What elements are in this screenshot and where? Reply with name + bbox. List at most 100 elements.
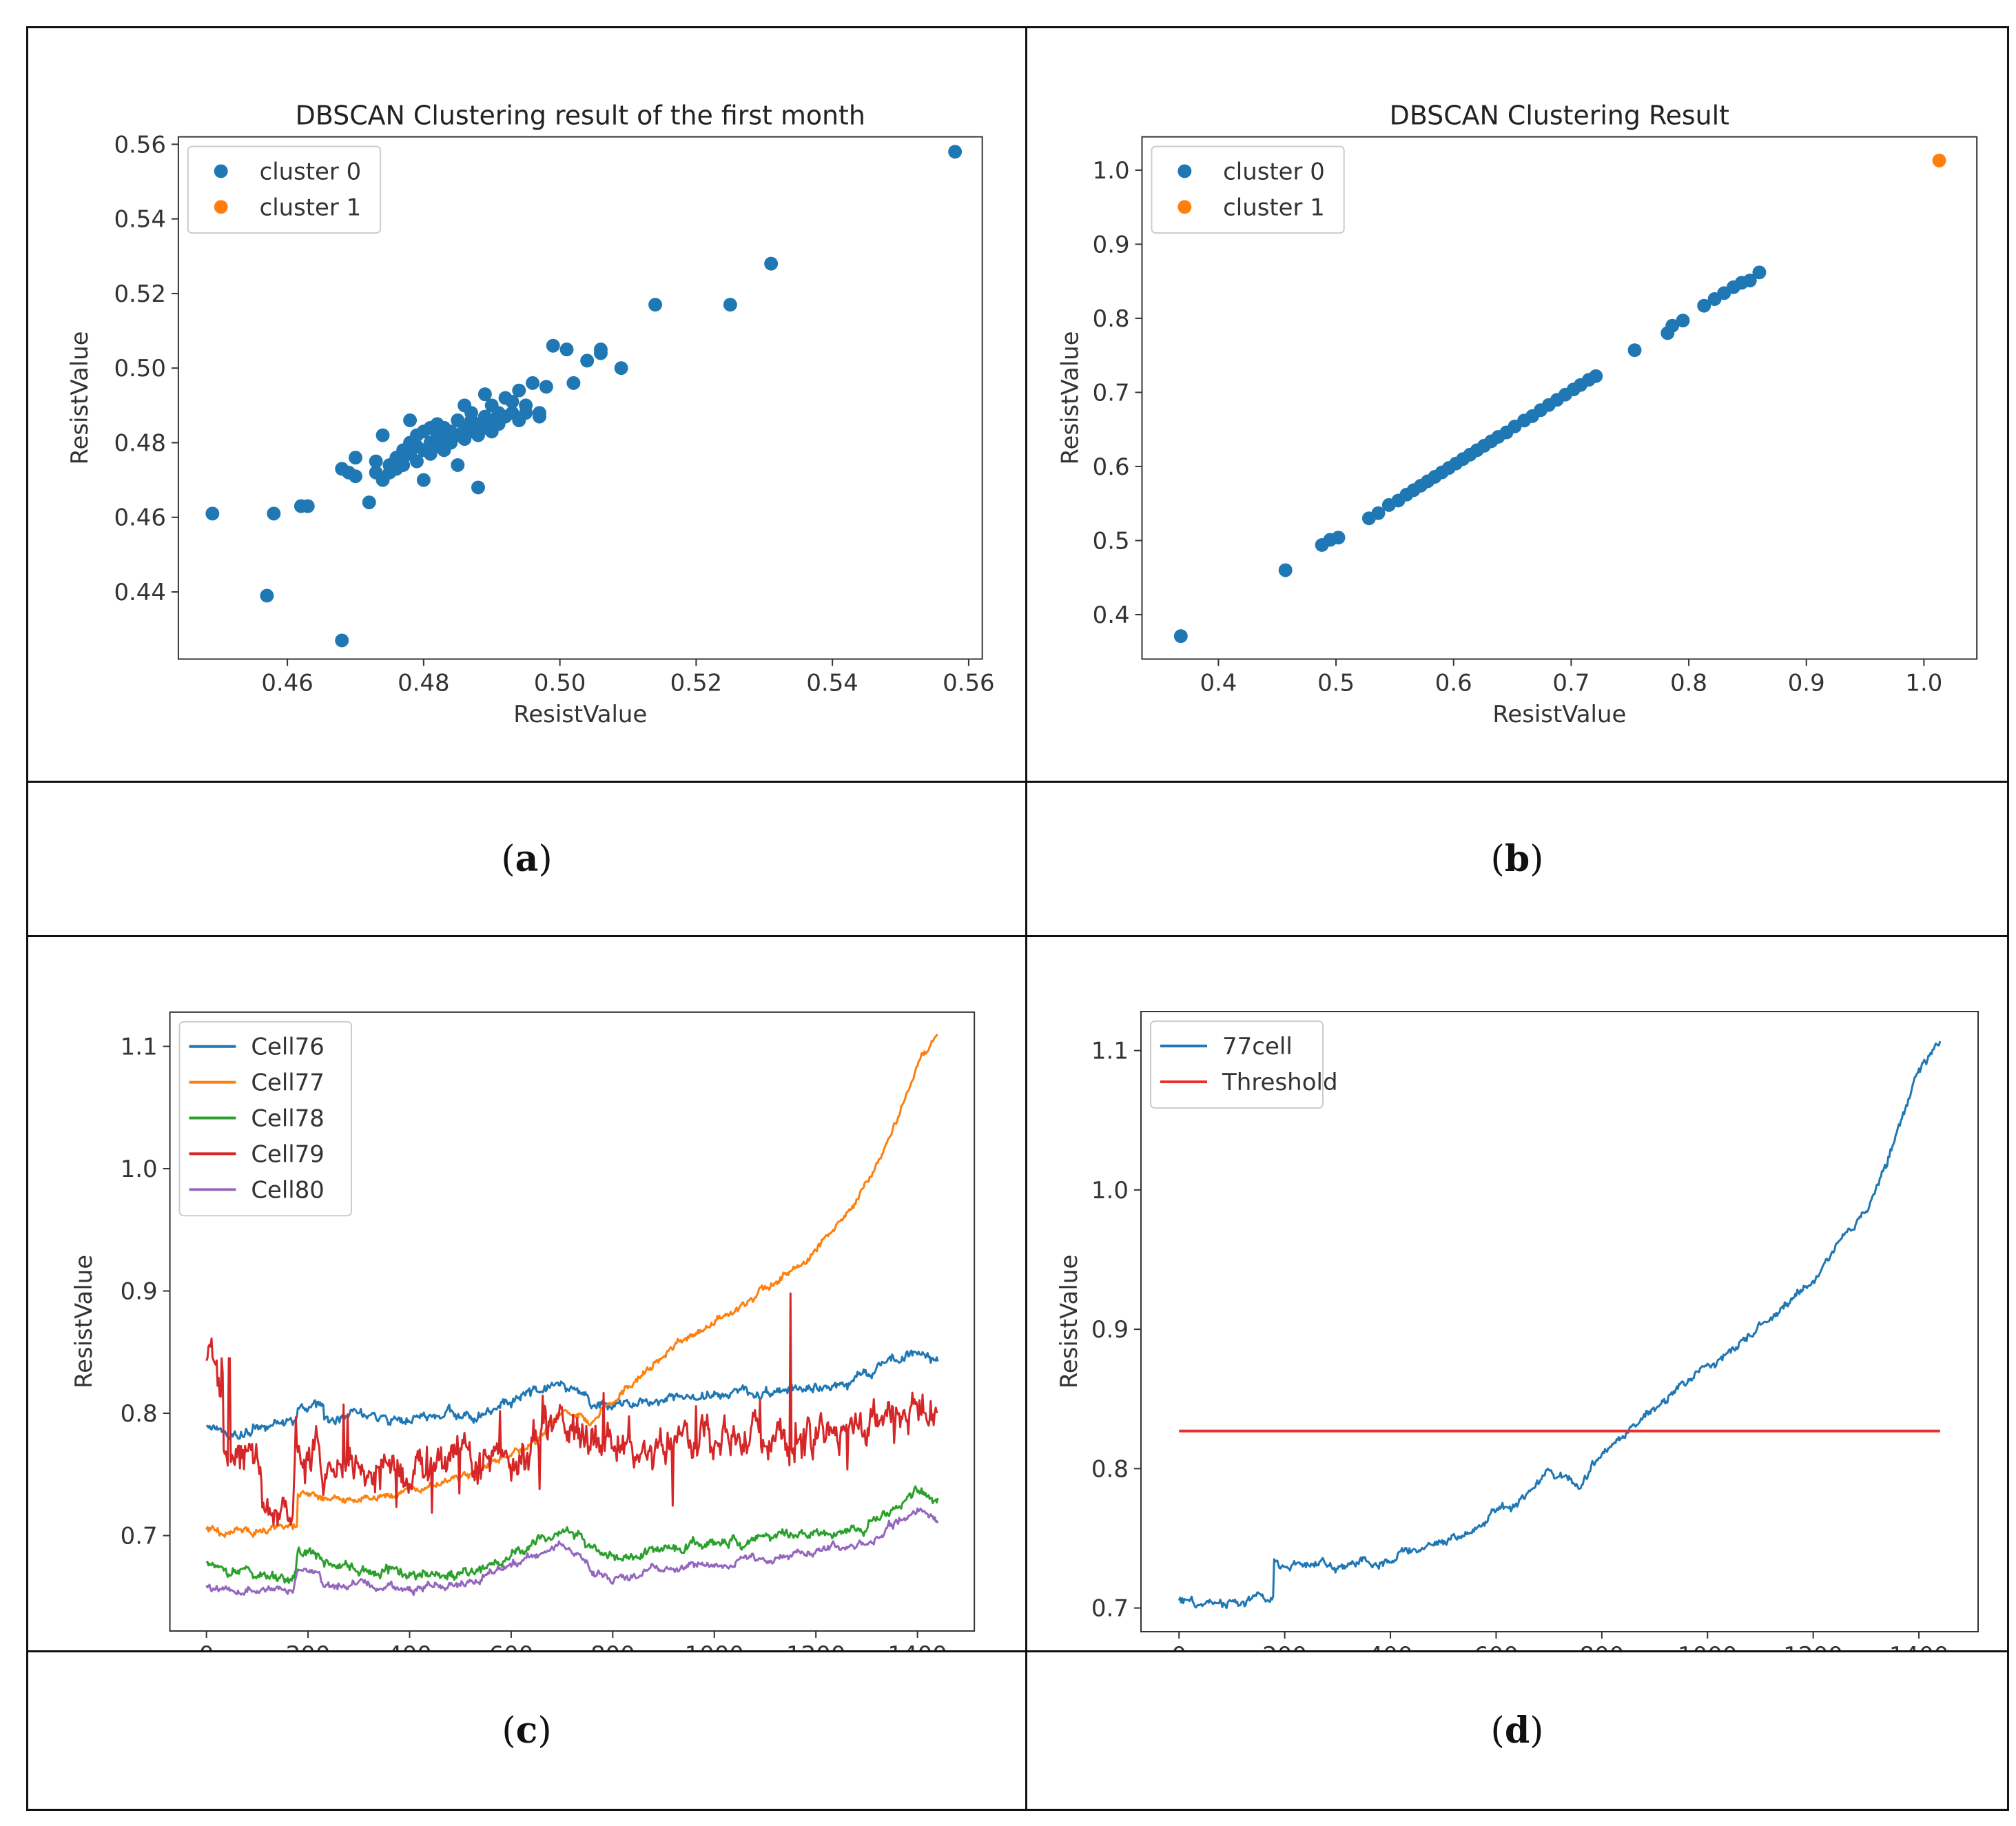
y-tick-label: 0.46 [114,504,165,531]
legend-label: Cell78 [251,1105,325,1132]
y-tick-label: 0.56 [114,131,165,158]
cluster-0-point [546,338,560,353]
chart-c: 0 200 400 600 800 1000 1200 1400 0.7 0.8 0.9 1.0 1.1… [70,1011,976,1650]
x-tick-label: 200 [286,1641,331,1650]
cluster-0-point [1589,369,1603,383]
cluster-0-point [559,342,574,357]
cluster-0-point [1742,274,1757,288]
chart-b: DBSCAN Clustering Result 0.4 0.5 0.6 0.7 0.8 0… [1057,101,1978,728]
y-axis-label: ResistValue [1057,331,1084,465]
x-tick-label: 800 [1579,1642,1624,1650]
legend-label: Cell79 [251,1140,325,1167]
y-tick-label: 0.7 [121,1523,158,1550]
x-tick-label: 0.9 [1788,669,1825,696]
legend-box [1151,145,1345,234]
y-tick-label: 0.6 [1093,453,1130,480]
Cell79-line [205,1292,938,1526]
caption-cell-c: (c) [26,1652,1027,1811]
legend-box [1150,1020,1324,1109]
cluster-0-point [1331,531,1346,545]
cluster-0-point [260,588,274,603]
x-axis-label: ResistValue [513,701,647,728]
Cell76-line [205,1349,939,1440]
cluster-0-point [593,342,608,357]
legend-label: cluster 1 [1223,194,1325,220]
x-tick-label: 0.7 [1552,669,1590,696]
77cell-line [1177,1040,1942,1610]
cluster-0-point [1627,343,1642,358]
x-tick-label: 400 [387,1641,432,1650]
y-tick-label: 0.52 [114,280,165,307]
y-axis-label: ResistValue [70,1255,97,1388]
legend-label: cluster 0 [1223,158,1325,185]
x-tick-label: 0.52 [670,669,722,696]
plot-area [205,1034,939,1597]
panel-a: DBSCAN Clustering result of the first mo… [26,26,1027,783]
y-tick-label: 1.0 [1093,157,1130,184]
cluster-0-point [532,409,546,424]
cluster-0-point [1752,265,1767,280]
cluster-0-point [451,458,465,472]
cluster-0-point [403,413,418,427]
plot-frame [1140,1011,1979,1632]
cluster-0-point [505,394,520,409]
cluster-0-point [614,361,628,376]
cluster-0-point [471,480,485,495]
y-tick-label: 0.7 [1093,379,1130,406]
x-tick-label: 0.56 [943,669,994,696]
caption-a: (a) [501,838,553,880]
cluster-0-point [948,145,963,159]
y-tick-label: 0.5 [1093,527,1130,554]
cluster-0-point [376,428,390,442]
y-tick-label: 0.54 [114,206,165,233]
legend-label: Cell80 [251,1176,325,1203]
cluster-1-point [1932,153,1946,167]
legend-marker [1177,164,1192,178]
plot-frame [1141,136,1978,660]
y-tick-label: 0.9 [1093,231,1130,258]
x-tick-label: 1000 [1678,1642,1738,1650]
cluster-0-point [1676,314,1690,328]
cluster-0-point [349,469,362,484]
Cell80-line [205,1507,939,1597]
x-tick-label: 1.0 [1905,669,1942,696]
caption-c: (c) [502,1710,552,1752]
chart-title: DBSCAN Clustering result of the first mo… [296,101,865,131]
cluster-0-point [267,506,281,521]
y-tick-label: 1.1 [1091,1038,1129,1065]
x-tick-label: 800 [590,1641,635,1650]
x-tick-label: 0.5 [1317,669,1355,696]
cluster-0-point [205,506,220,521]
cluster-0-point [566,376,581,390]
y-tick-label: 1.1 [121,1034,158,1060]
y-tick-label: 0.48 [114,429,165,456]
legend-label: Threshold [1222,1069,1338,1096]
x-tick-label: 1400 [887,1641,947,1650]
cluster-0-point [526,376,540,390]
y-axis-label: ResistValue [66,331,93,465]
legend-box [187,145,382,234]
cluster-0-point [300,499,315,513]
y-axis-label: ResistValue [1056,1255,1083,1389]
Cell78-line [205,1485,939,1584]
plot-area [205,145,963,648]
cluster-0-point [539,380,553,394]
panel-c: 0 200 400 600 800 1000 1200 1400 0.7 0.8 0.9 1.0 1.1… [26,937,1027,1652]
x-tick-label: 0.54 [806,669,858,696]
plot-area [1173,153,1946,644]
plot-frame [169,1011,976,1632]
x-tick-label: 600 [489,1641,534,1650]
x-tick-label: 0.8 [1670,669,1707,696]
cluster-0-point [512,383,526,398]
y-tick-label: 0.8 [1093,305,1130,332]
panel-b: DBSCAN Clustering Result 0.4 0.5 0.6 0.7 0.8 0… [1027,26,2009,783]
cluster-0-point [1278,563,1293,577]
cluster-0-point [1697,298,1711,313]
cluster-0-point [1371,506,1386,520]
caption-cell-a: (a) [26,783,1027,937]
caption-cell-d: (d) [1027,1652,2009,1811]
cluster-0-point [723,298,737,312]
legend-marker [214,164,228,178]
x-tick-label: 400 [1368,1642,1413,1650]
chart-a: DBSCAN Clustering result of the first mo… [66,101,994,728]
